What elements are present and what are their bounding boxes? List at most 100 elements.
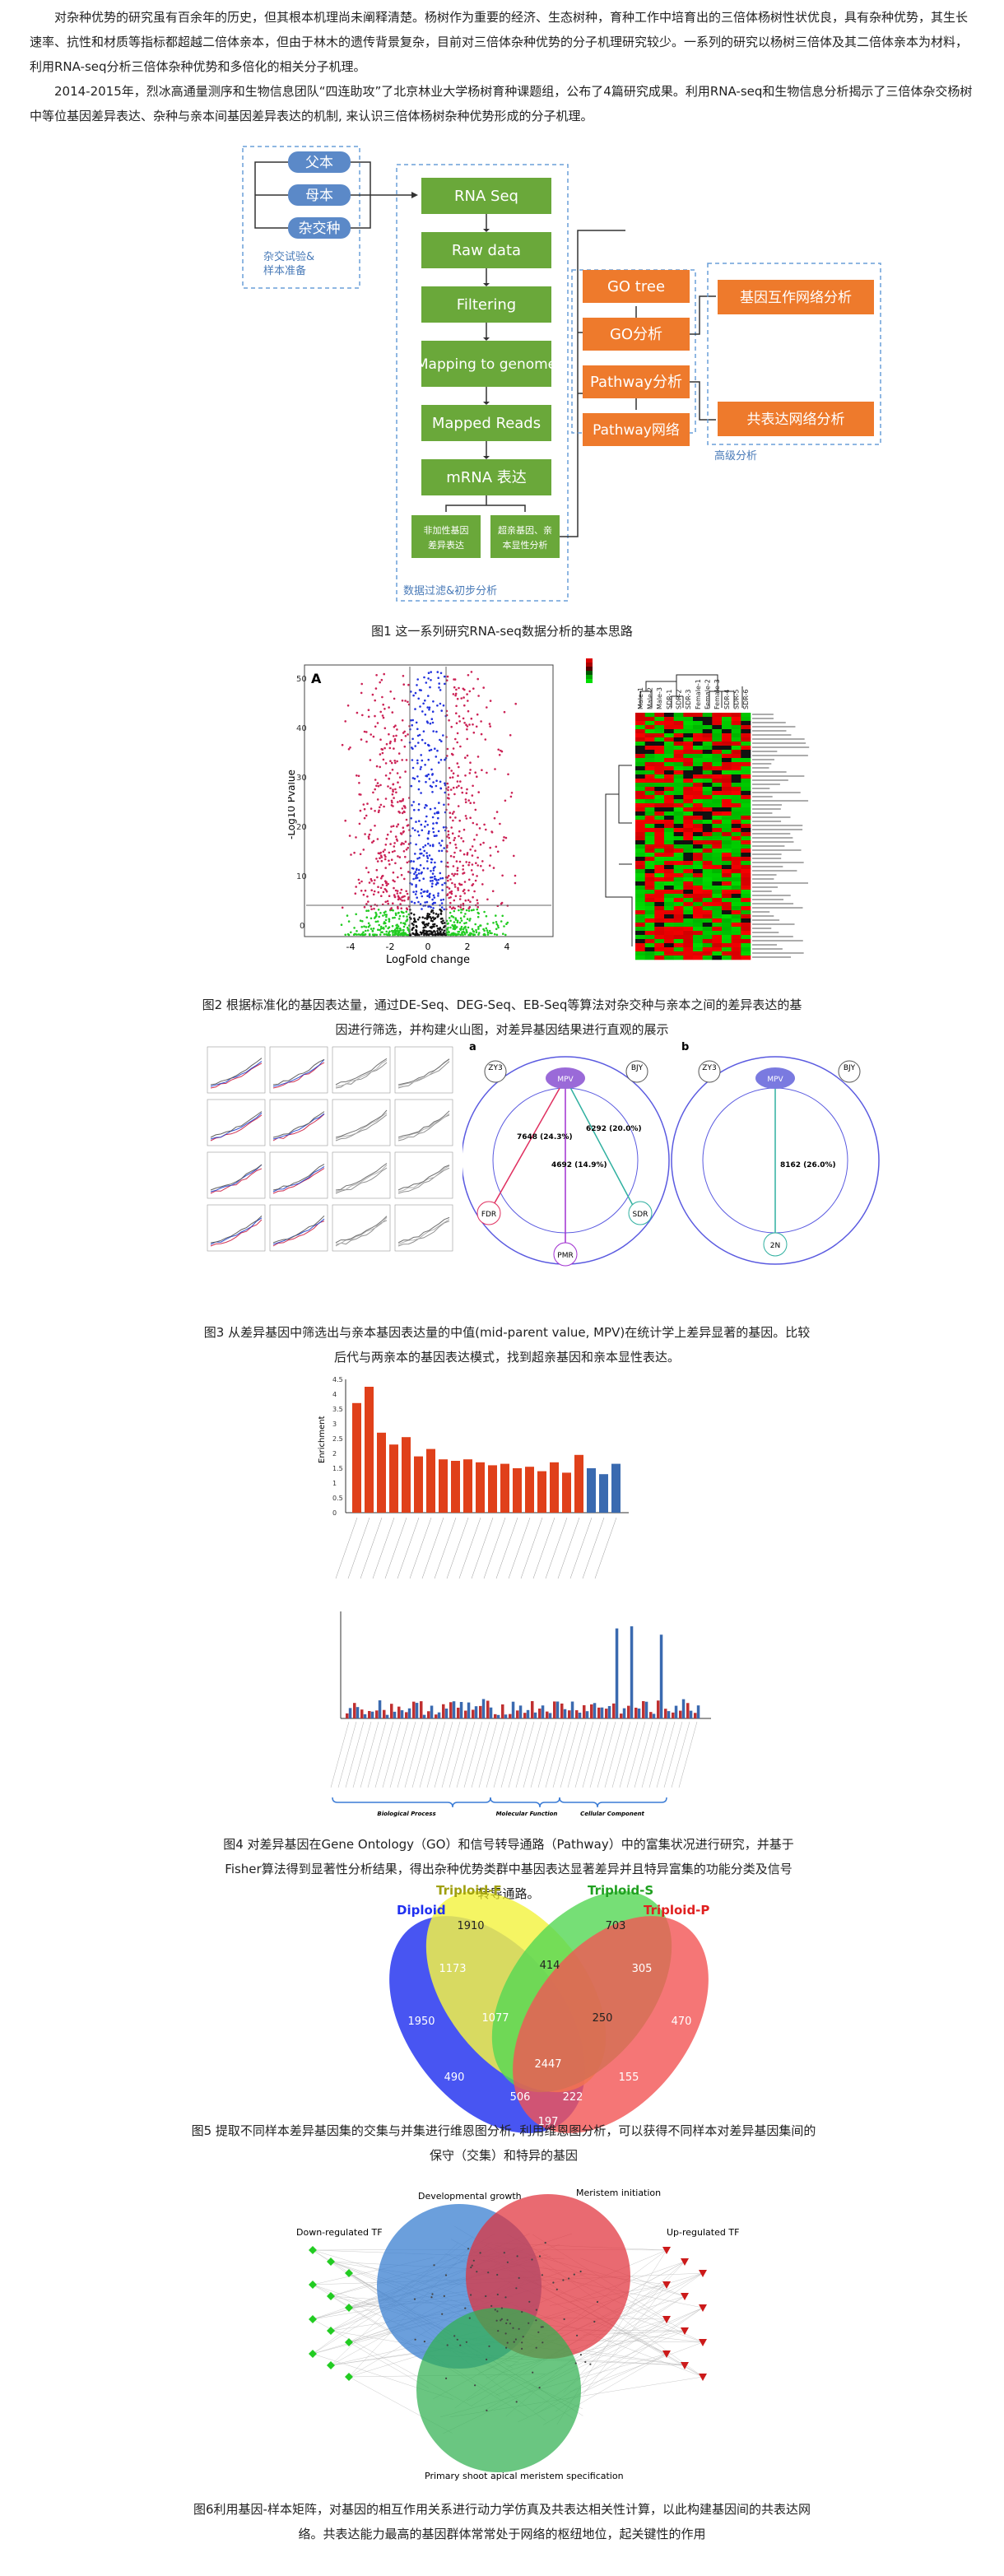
volcano-point <box>431 876 434 879</box>
volcano-point <box>453 678 457 681</box>
volcano-point <box>376 782 379 784</box>
volcano-point <box>456 780 459 783</box>
volcano-point <box>365 867 368 869</box>
heat-cell <box>673 742 684 746</box>
heat-cell <box>644 844 655 849</box>
volcano-point <box>384 762 388 765</box>
gene-node <box>516 2255 518 2257</box>
volcano-point <box>437 677 439 679</box>
enrich-bar <box>537 1471 546 1513</box>
heat-cell <box>683 758 694 763</box>
down-tf-node <box>345 2269 353 2277</box>
heat-cell <box>673 717 684 722</box>
label-up-tf: Up-regulated TF <box>667 2227 739 2238</box>
volcano-point <box>426 913 430 915</box>
heat-cell <box>635 803 645 808</box>
value-pmr: 4692 (14.9%) <box>551 1161 607 1169</box>
heat-cell <box>741 935 751 940</box>
coexpression-network: Developmental growth Meristem initiation… <box>296 2188 739 2481</box>
heat-cell <box>683 713 694 718</box>
heat-legend-swatch <box>586 667 593 671</box>
heat-cell <box>654 824 665 829</box>
volcano-point <box>389 830 393 833</box>
volcano-point <box>411 766 415 770</box>
enrich-bar <box>513 1468 522 1513</box>
volcano-point <box>459 849 462 852</box>
heat-cell <box>654 931 665 936</box>
volcano-point <box>379 857 381 859</box>
volcano-point <box>432 894 435 897</box>
volcano-point <box>467 889 470 892</box>
volcano-point <box>363 925 365 928</box>
heat-cell <box>741 746 751 751</box>
enrich-bar <box>451 1461 460 1513</box>
step-rna-seq <box>421 178 551 214</box>
heat-sample-label: SDR-6 <box>742 690 750 709</box>
volcano-point <box>462 868 464 871</box>
volcano-point <box>475 725 478 728</box>
volcano-point <box>440 906 444 909</box>
enrich-ytick: 1.5 <box>332 1465 343 1472</box>
heat-cell <box>712 742 723 746</box>
step-rna-seq-label: RNA Seq <box>454 188 518 205</box>
volcano-point <box>407 896 410 899</box>
volcano-point <box>446 893 449 895</box>
heat-cell <box>683 774 694 779</box>
volcano-point <box>478 932 481 934</box>
volcano-point <box>370 733 372 736</box>
venn-values: 1910 703 1173 414 305 1950 1077 250 470 … <box>407 1920 691 2128</box>
heat-cell <box>635 770 645 775</box>
volcano-point <box>422 730 425 732</box>
volcano-point <box>447 865 449 868</box>
heat-cell <box>644 935 655 940</box>
volcano-point <box>432 907 435 909</box>
gene-node <box>514 2338 517 2341</box>
heat-cell <box>654 783 665 788</box>
volcano-point <box>413 777 416 780</box>
volcano-point <box>471 928 474 931</box>
heat-cell <box>702 713 713 718</box>
value-fdr: 7648 (24.3%) <box>517 1133 573 1142</box>
volcano-point <box>469 769 472 771</box>
heat-sample-label: Female-2 <box>704 679 712 709</box>
step-raw-data-label: Raw data <box>452 242 521 259</box>
volcano-point <box>382 850 385 853</box>
volcano-point <box>410 690 412 693</box>
node-coexpression-label: 共表达网络分析 <box>747 412 845 428</box>
heat-cell <box>683 779 694 783</box>
volcano-point <box>426 857 430 859</box>
volcano-point <box>445 846 449 849</box>
heat-cell <box>722 898 732 903</box>
heat-cell <box>712 713 723 718</box>
volcano-point <box>361 714 364 717</box>
go-xlabel <box>552 1721 572 1788</box>
volcano-point <box>468 690 472 693</box>
volcano-point <box>449 911 452 914</box>
go-bar-background <box>622 1708 626 1718</box>
up-tf-node <box>681 2327 689 2335</box>
fig2-panel-label: A <box>311 671 322 686</box>
heat-cell <box>731 779 741 783</box>
gene-node <box>596 2300 599 2304</box>
go-xlabel <box>641 1721 661 1788</box>
heat-cell <box>693 807 703 812</box>
volcano-point <box>362 931 365 933</box>
gene-node <box>486 2409 488 2411</box>
heat-cell <box>644 861 655 866</box>
volcano-point <box>454 692 458 695</box>
heat-cell <box>712 717 723 722</box>
heat-cell <box>702 816 713 821</box>
mpv-node-b <box>755 1067 795 1089</box>
volcano-point <box>448 836 450 839</box>
heat-cell <box>683 803 694 808</box>
heat-cell <box>693 766 703 771</box>
heat-cell <box>654 774 665 779</box>
heat-cell <box>712 881 723 886</box>
volcano-point <box>449 919 452 923</box>
heat-cell <box>702 733 713 738</box>
volcano-point <box>457 886 459 890</box>
volcano-point <box>382 758 385 761</box>
volcano-point <box>430 679 432 681</box>
volcano-point <box>462 717 465 720</box>
heat-cell <box>683 750 694 755</box>
